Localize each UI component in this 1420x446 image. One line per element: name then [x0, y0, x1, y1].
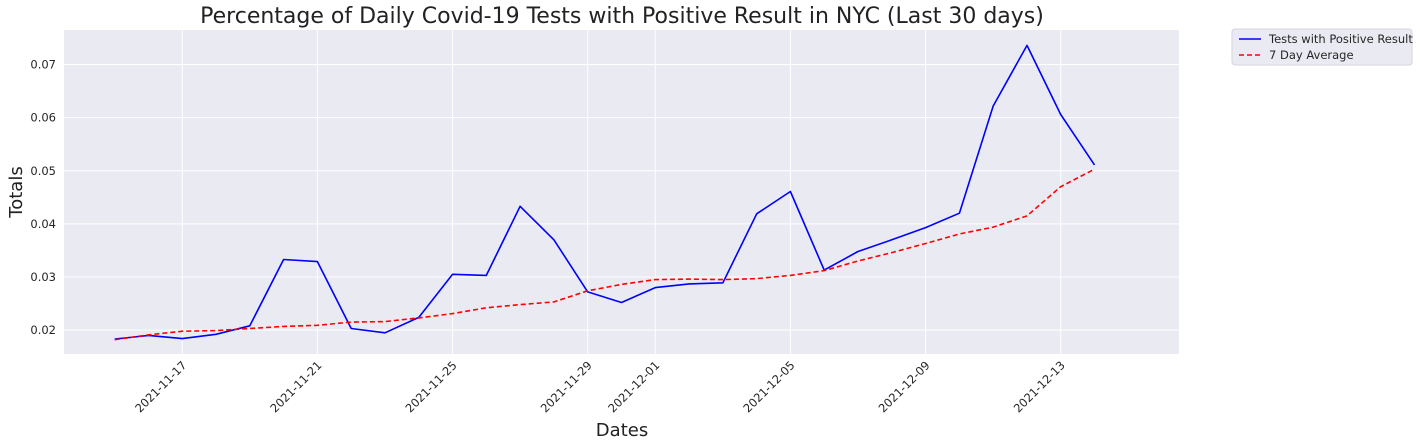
legend-label: Tests with Positive Result — [1268, 32, 1413, 46]
y-tick-label: 0.05 — [30, 164, 56, 178]
y-tick-label: 0.03 — [30, 270, 56, 284]
x-tick-labels: 2021-11-17 2021-11-21 2021-11-25 2021-11-29… — [132, 358, 1068, 415]
y-axis-title: Totals — [6, 166, 27, 218]
plot-area — [64, 30, 1179, 354]
y-tick-label: 0.02 — [30, 323, 56, 337]
y-tick-label: 0.04 — [30, 217, 56, 231]
legend: Tests with Positive Result 7 Day Average — [1231, 28, 1413, 66]
y-tick-label: 0.07 — [30, 58, 56, 72]
series-line-7-day-average — [114, 168, 1095, 341]
series-lines — [114, 44, 1096, 341]
y-tick-label: 0.06 — [30, 111, 56, 125]
x-tick-label: 2021-12-13 — [1011, 358, 1068, 415]
x-tick-label: 2021-11-21 — [267, 358, 324, 415]
y-gridlines — [64, 64, 1179, 331]
x-axis-title: Dates — [596, 420, 648, 441]
x-tick-label: 2021-11-29 — [538, 358, 595, 415]
series-line-tests-positive — [114, 44, 1096, 340]
y-tick-labels: 0.02 0.03 0.04 0.05 0.06 0.07 — [30, 58, 56, 338]
legend-box — [1231, 28, 1413, 66]
x-tick-label: 2021-12-01 — [605, 358, 662, 415]
legend-label: 7 Day Average — [1269, 48, 1354, 62]
x-tick-label: 2021-12-05 — [740, 358, 797, 415]
chart-title: Percentage of Daily Covid-19 Tests with … — [200, 4, 1044, 29]
x-tick-label: 2021-11-17 — [132, 358, 189, 415]
x-tick-label: 2021-12-09 — [876, 358, 933, 415]
x-tick-label: 2021-11-25 — [403, 358, 460, 415]
